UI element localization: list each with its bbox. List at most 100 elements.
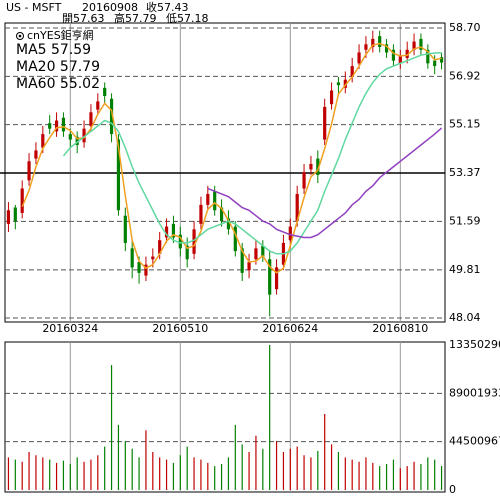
- candle-body: [82, 128, 86, 143]
- volume-bar: [337, 451, 340, 490]
- candle-body: [329, 90, 334, 105]
- candle-body: [34, 150, 38, 159]
- volume-frame: [4, 341, 446, 493]
- open-label: 開57.63: [62, 12, 105, 25]
- volume-bar: [358, 461, 360, 490]
- volume-bar: [35, 455, 37, 490]
- candle-body: [123, 215, 127, 243]
- volume-bar: [310, 457, 312, 490]
- volume-bar: [21, 461, 23, 490]
- candle-body: [164, 226, 169, 238]
- candle-body: [426, 49, 430, 64]
- candle-body: [226, 218, 231, 230]
- candle-body: [247, 261, 251, 271]
- candle-body: [268, 259, 272, 295]
- candle-body: [254, 248, 258, 260]
- legend-entry: MA60 55.02: [16, 76, 100, 92]
- volume-bar: [248, 451, 250, 490]
- candle-body: [309, 164, 313, 170]
- volume-bar: [42, 457, 44, 490]
- y-tick-label: 0: [449, 483, 456, 496]
- candle-body: [240, 248, 244, 273]
- x-tick-label: 20160510: [152, 322, 208, 335]
- candle-body: [96, 101, 100, 110]
- y-tick-label: 48.04: [449, 311, 481, 324]
- candle-body: [357, 52, 361, 64]
- candle-body: [288, 226, 292, 241]
- candle-body: [433, 60, 437, 67]
- volume-bar: [372, 462, 374, 490]
- volume-bar: [379, 466, 381, 490]
- volume-bar: [193, 457, 195, 490]
- candle-body: [316, 158, 320, 175]
- volume-bar: [227, 457, 230, 490]
- y-tick-label: 133502900: [449, 338, 500, 351]
- candle-body: [144, 264, 148, 276]
- candle-body: [6, 210, 11, 224]
- candle-body: [343, 79, 347, 88]
- candle-body: [75, 136, 79, 145]
- volume-bar: [399, 468, 401, 490]
- volume-bar: [289, 448, 291, 490]
- volume-bar: [413, 461, 415, 490]
- volume-bar: [420, 463, 422, 490]
- volume-bar: [186, 446, 188, 490]
- volume-bar: [62, 460, 65, 490]
- volume-bar: [296, 446, 298, 490]
- volume-bar: [275, 441, 278, 490]
- volume-bar: [220, 463, 223, 490]
- volume-bar: [317, 450, 319, 490]
- x-tick-label: 20160624: [262, 322, 318, 335]
- volume-bar: [324, 413, 326, 490]
- volume-bar: [214, 466, 216, 490]
- y-tick-label: 49.81: [449, 263, 481, 276]
- volume-bar: [145, 430, 147, 490]
- candle-body: [302, 172, 306, 189]
- candle-body: [364, 44, 368, 50]
- volume-bar: [14, 459, 16, 490]
- volume-bar: [49, 459, 51, 490]
- volume-bar: [262, 448, 264, 490]
- volume-bar: [104, 446, 106, 490]
- candle-body: [48, 123, 52, 129]
- y-tick-label: 58.70: [449, 21, 481, 34]
- y-tick-label: 53.37: [449, 166, 481, 179]
- volume-bar: [55, 462, 58, 490]
- candle-body: [371, 38, 375, 48]
- volume-bar: [365, 457, 367, 490]
- low-label: 低57.18: [166, 12, 209, 25]
- symbol: US - MSFT: [6, 1, 62, 14]
- volume-bar: [76, 457, 78, 490]
- volume-bar: [28, 451, 30, 490]
- candle-body: [13, 207, 17, 222]
- volume-bar: [330, 444, 333, 490]
- ma-line: [207, 127, 443, 239]
- candle-body: [61, 117, 66, 132]
- candle-body: [199, 204, 203, 224]
- x-tick-label: 20160810: [372, 322, 428, 335]
- candle-body: [103, 87, 107, 97]
- candle-body: [158, 240, 162, 254]
- candle-body: [178, 234, 182, 249]
- volume-bar: [241, 444, 243, 490]
- volume-bar: [234, 424, 236, 490]
- candle-body: [261, 245, 265, 257]
- volume-bar: [83, 461, 85, 490]
- x-tick-label: 20160324: [42, 322, 98, 335]
- candle-body: [171, 223, 176, 238]
- volume-bar: [269, 345, 271, 490]
- volume-bar: [159, 457, 161, 490]
- volume-bar: [138, 457, 140, 490]
- candle-body: [419, 38, 423, 50]
- candle-body: [219, 207, 224, 222]
- y-tick-label: 44500967: [449, 435, 500, 448]
- legend-entry: MA20 57.79: [16, 59, 100, 75]
- volume-bar: [90, 459, 92, 490]
- candle-body: [41, 134, 45, 148]
- volume-bar: [165, 459, 168, 490]
- date: 20160908: [82, 1, 138, 14]
- ma-line: [62, 52, 442, 255]
- volume-bar: [179, 455, 181, 490]
